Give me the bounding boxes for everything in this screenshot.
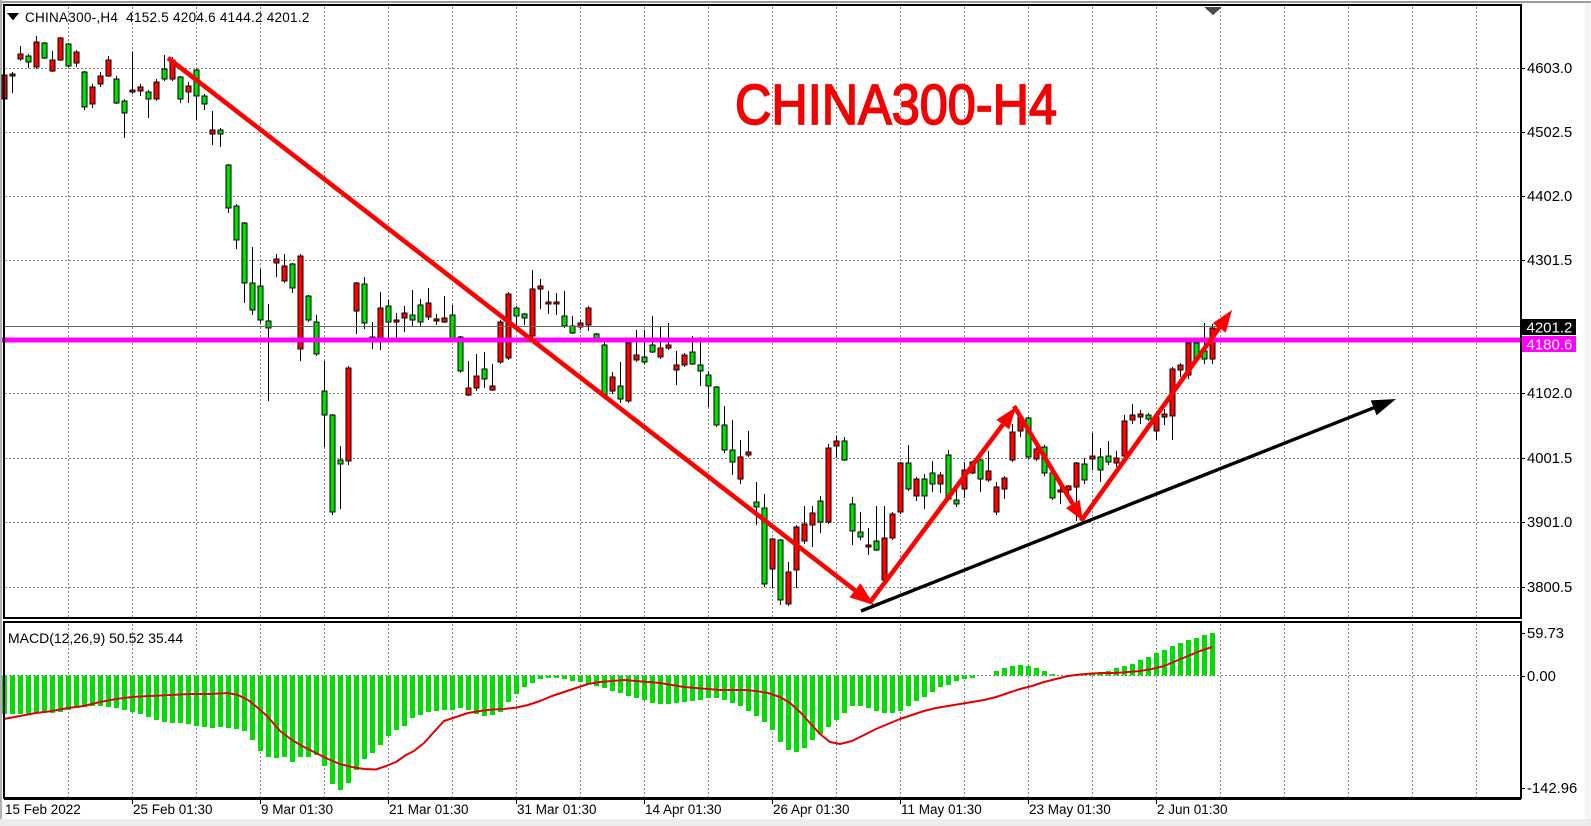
svg-text:21 Mar 01:30: 21 Mar 01:30 xyxy=(389,802,469,817)
svg-text:9 Mar 01:30: 9 Mar 01:30 xyxy=(261,802,333,817)
svg-text:31 Mar 01:30: 31 Mar 01:30 xyxy=(517,802,597,817)
svg-text:4001.5: 4001.5 xyxy=(1527,451,1572,467)
svg-text:25 Feb 01:30: 25 Feb 01:30 xyxy=(133,802,213,817)
svg-text:-142.96: -142.96 xyxy=(1527,781,1577,797)
svg-text:59.73: 59.73 xyxy=(1527,626,1564,642)
svg-text:26 Apr 01:30: 26 Apr 01:30 xyxy=(773,802,850,817)
svg-text:0.00: 0.00 xyxy=(1527,669,1556,685)
svg-text:4102.0: 4102.0 xyxy=(1527,386,1572,402)
svg-text:4301.5: 4301.5 xyxy=(1527,253,1572,269)
svg-text:23 May 01:30: 23 May 01:30 xyxy=(1029,802,1111,817)
svg-text:2 Jun 01:30: 2 Jun 01:30 xyxy=(1157,802,1228,817)
svg-text:3901.0: 3901.0 xyxy=(1527,515,1572,531)
svg-text:3800.5: 3800.5 xyxy=(1527,580,1572,596)
svg-text:4201.2: 4201.2 xyxy=(1527,320,1573,337)
svg-text:15 Feb 2022: 15 Feb 2022 xyxy=(5,802,81,817)
svg-text:4180.6: 4180.6 xyxy=(1527,337,1573,354)
svg-text:CHINA300-,H4 4152.5 4204.6 41: CHINA300-,H4 4152.5 4204.6 4144.2 4201.2 xyxy=(25,10,310,25)
svg-text:14 Apr 01:30: 14 Apr 01:30 xyxy=(645,802,722,817)
svg-text:CHINA300-H4: CHINA300-H4 xyxy=(735,73,1057,137)
svg-text:4402.0: 4402.0 xyxy=(1527,189,1572,205)
svg-text:MACD(12,26,9) 50.52 35.44: MACD(12,26,9) 50.52 35.44 xyxy=(8,630,183,646)
svg-text:4502.5: 4502.5 xyxy=(1527,125,1572,141)
svg-text:11 May 01:30: 11 May 01:30 xyxy=(901,802,982,817)
svg-text:4603.0: 4603.0 xyxy=(1527,61,1572,77)
